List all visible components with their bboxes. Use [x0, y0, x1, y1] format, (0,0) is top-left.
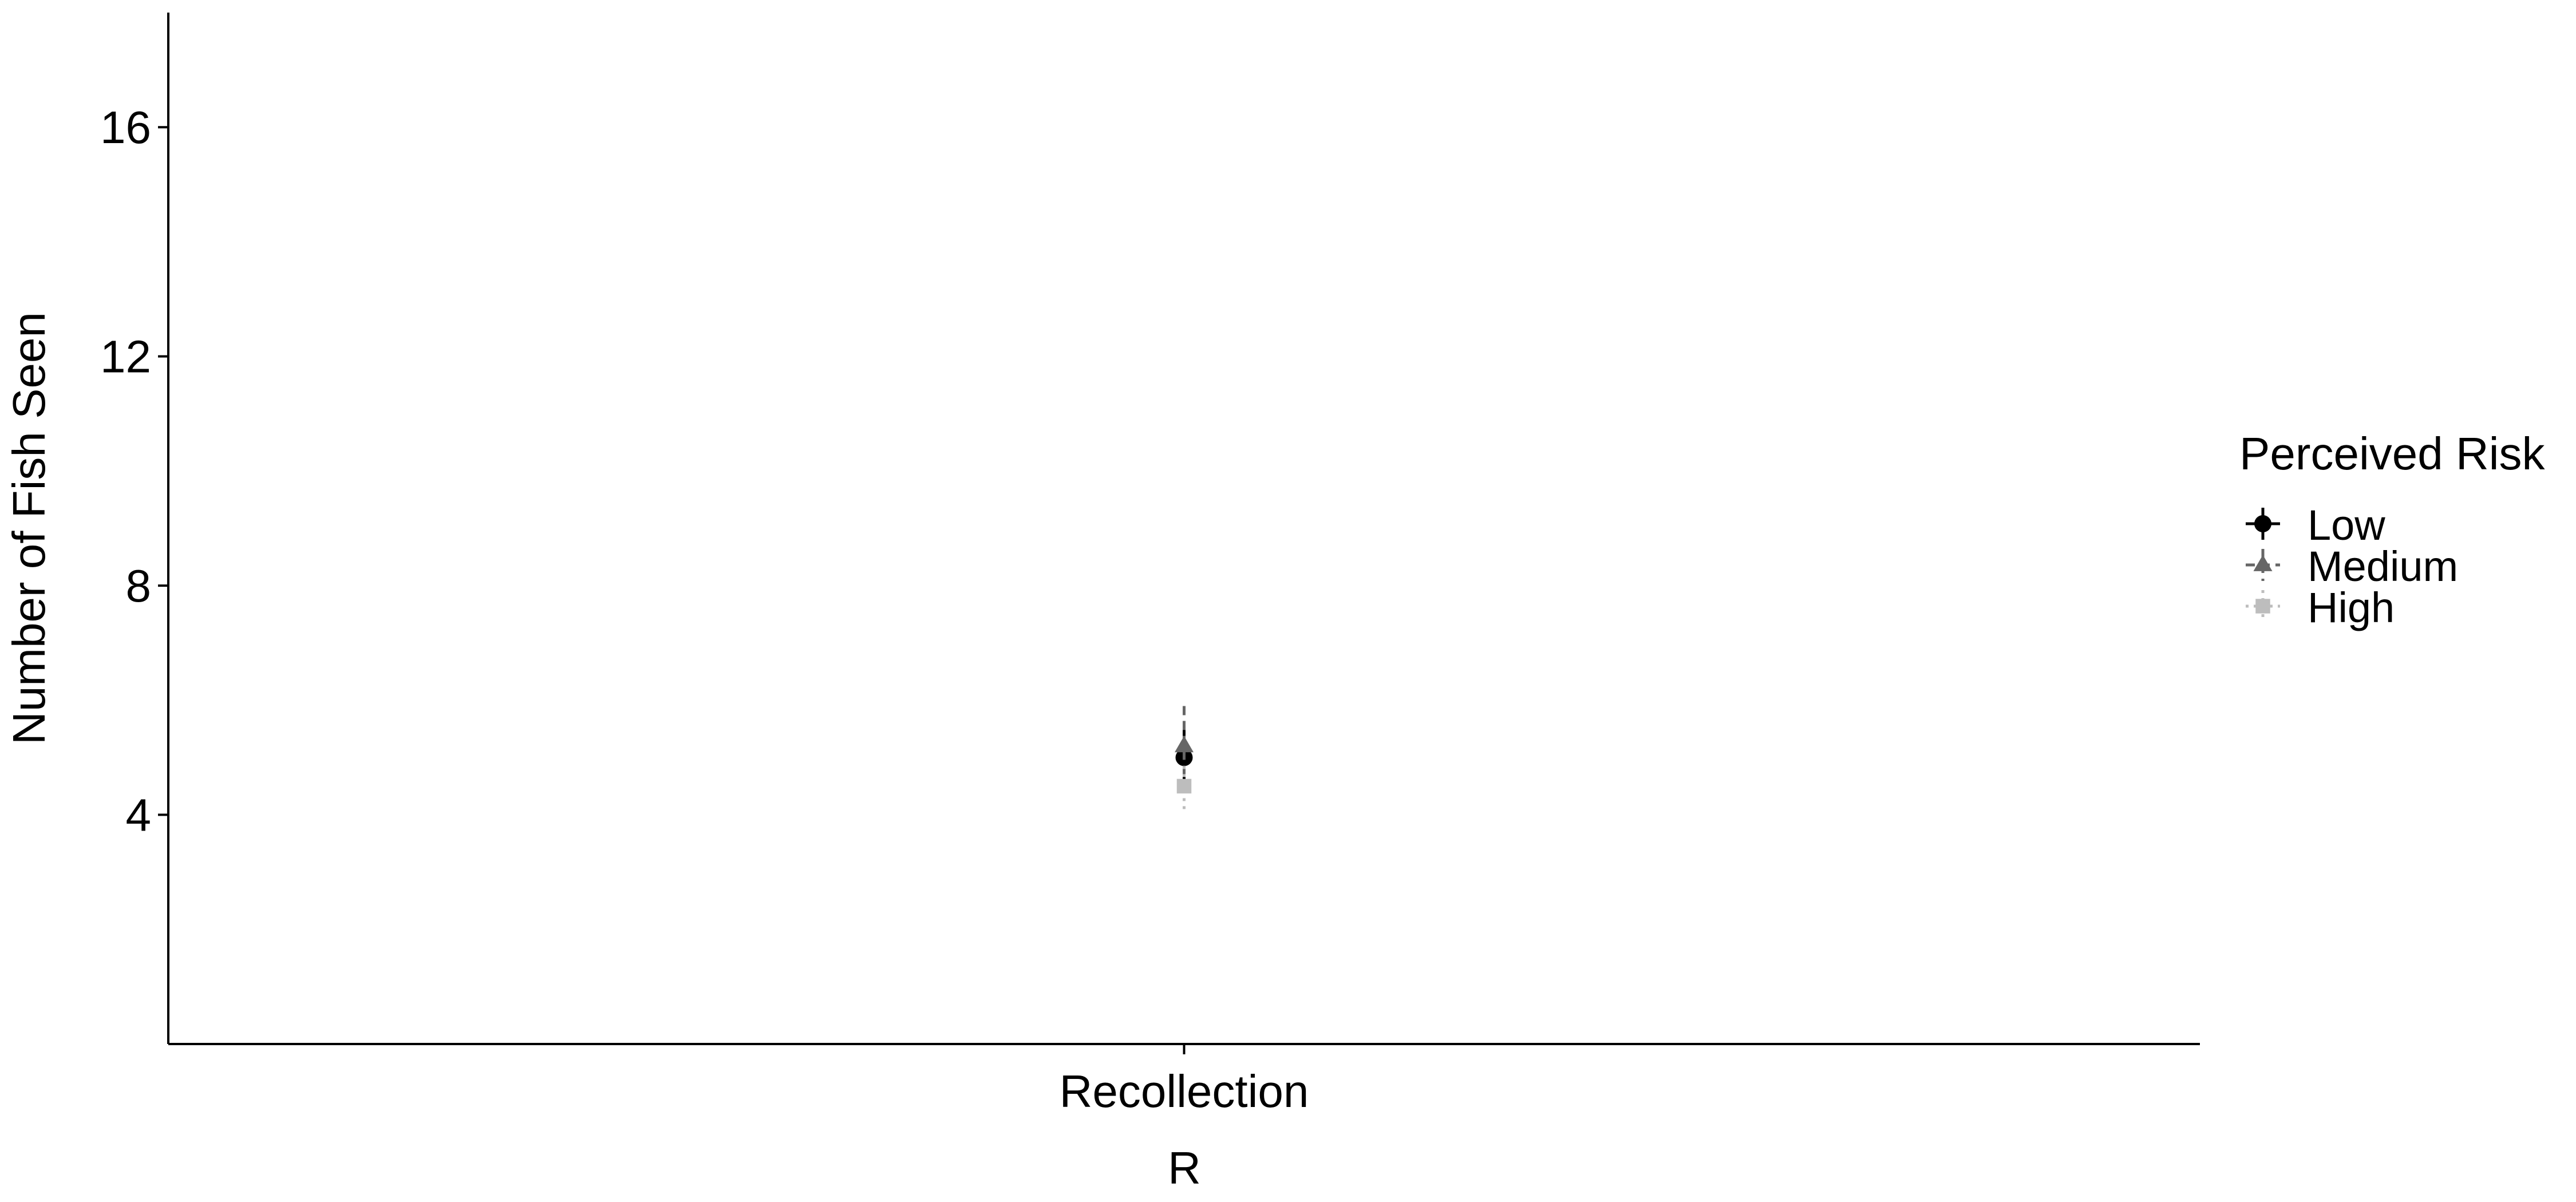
x-tick-label: Recollection	[1060, 1066, 1309, 1117]
legend-label: High	[2308, 584, 2395, 631]
y-tick-label: 4	[126, 790, 152, 841]
point-medium	[1175, 736, 1194, 753]
legend-label: Low	[2308, 501, 2385, 549]
x-axis-ticks: Recollection	[1060, 1044, 1309, 1117]
legend-key-square-icon	[2255, 599, 2270, 614]
y-tick-label: 12	[100, 331, 151, 382]
legend-key-triangle-icon	[2253, 555, 2273, 571]
legend-key-circle-icon	[2254, 515, 2271, 532]
x-axis-title: R	[1168, 1142, 1201, 1193]
y-tick-label: 8	[126, 560, 152, 611]
y-axis-title: Number of Fish Seen	[3, 312, 54, 745]
legend-label: Medium	[2308, 543, 2458, 590]
y-tick-label: 16	[100, 102, 151, 153]
legend-title: Perceived Risk	[2239, 428, 2546, 479]
point-high	[1176, 778, 1192, 794]
data-layer	[1175, 706, 1194, 809]
y-axis-ticks: 4 8 12 16	[100, 102, 168, 841]
